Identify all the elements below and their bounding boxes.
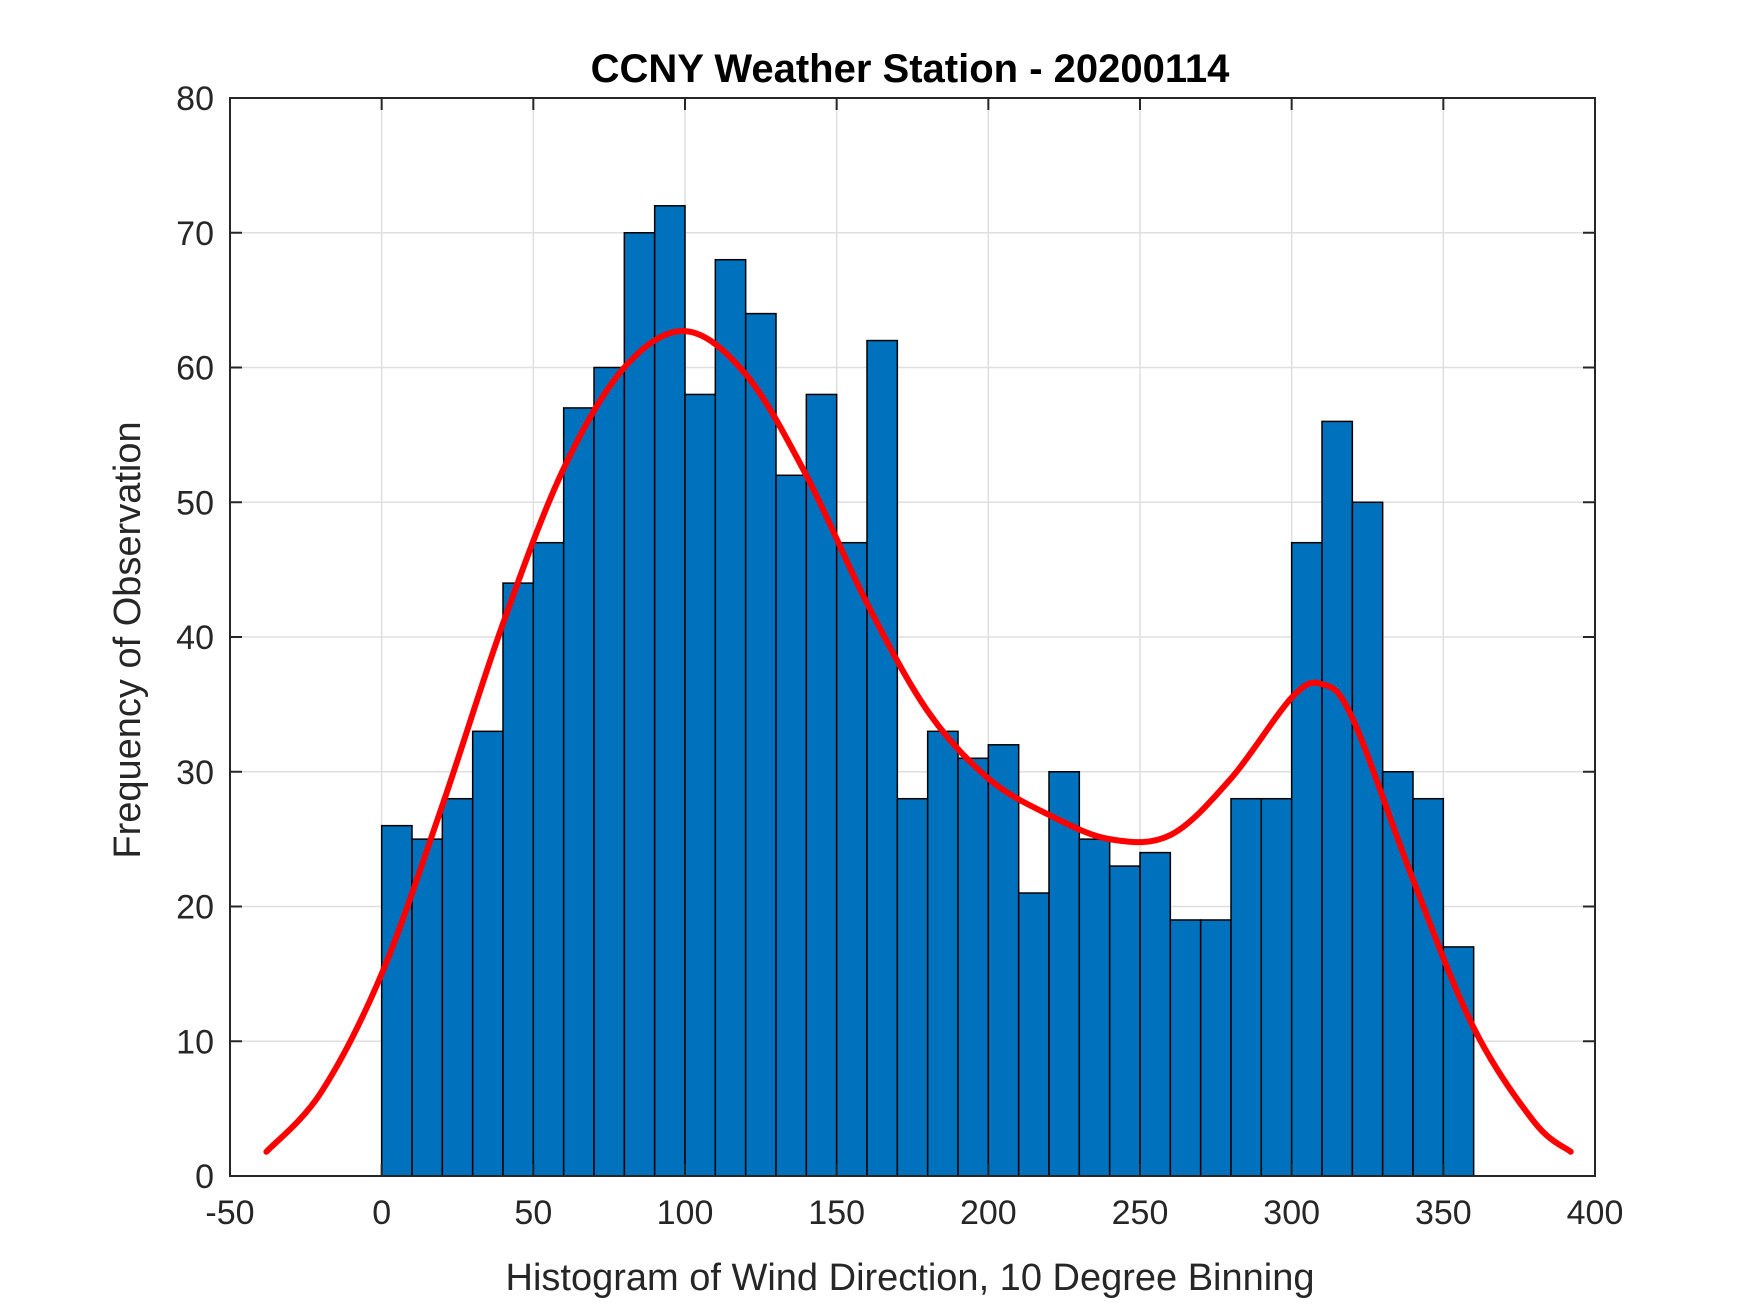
histogram-bar: [441, 797, 474, 1177]
y-tick-label: 60: [176, 350, 214, 388]
histogram-bar: [593, 366, 626, 1177]
x-tick-label: 400: [1567, 1194, 1624, 1232]
histogram-bar: [866, 339, 899, 1177]
x-tick-label: 100: [657, 1194, 714, 1232]
x-tick-label: -50: [205, 1194, 254, 1232]
histogram-bar: [1169, 919, 1202, 1177]
histogram-bar: [380, 824, 413, 1177]
x-tick-label: 300: [1263, 1194, 1320, 1232]
histogram-bar: [1108, 865, 1141, 1177]
x-tick-label: 150: [808, 1194, 865, 1232]
histogram-bar: [775, 474, 808, 1177]
histogram-bar: [1017, 892, 1050, 1177]
y-tick-label: 20: [176, 889, 214, 927]
histogram-bar: [744, 312, 777, 1177]
x-tick-label: 50: [514, 1194, 552, 1232]
histogram-bar: [411, 838, 444, 1177]
x-tick-label: 0: [372, 1194, 391, 1232]
histogram-bar: [987, 744, 1020, 1177]
histogram-bar: [471, 730, 504, 1177]
bars: [380, 205, 1475, 1177]
y-tick-label: 40: [176, 619, 214, 657]
y-tick-label: 80: [176, 80, 214, 118]
histogram-bar: [957, 757, 990, 1177]
histogram-bar: [1321, 420, 1354, 1177]
histogram-bar: [502, 582, 535, 1177]
y-tick-label: 70: [176, 215, 214, 253]
histogram-bar: [1230, 797, 1263, 1177]
tick-labels: -50 0 50 100 150 200 250 300 350 4000102030405060…: [176, 80, 1623, 1232]
fit-curve: [263, 328, 1574, 1155]
histogram-bar: [926, 730, 959, 1177]
y-tick-label: 10: [176, 1023, 214, 1061]
histogram-bar: [1260, 797, 1293, 1177]
histogram-bar: [623, 232, 656, 1177]
x-axis-label: Histogram of Wind Direction, 10 Degree B…: [506, 1257, 1315, 1299]
histogram-bar: [835, 541, 868, 1177]
x-tick-label: 250: [1112, 1194, 1169, 1232]
histogram-bar: [896, 797, 929, 1177]
histogram-bar: [532, 541, 565, 1177]
histogram-bar: [1139, 851, 1172, 1177]
y-tick-label: 30: [176, 754, 214, 792]
y-axis-label: Frequency of Observation: [107, 421, 149, 858]
histogram-bar: [1412, 797, 1445, 1177]
axes: [229, 97, 1596, 1177]
histogram-bar: [714, 258, 747, 1177]
x-tick-label: 200: [960, 1194, 1017, 1232]
y-tick-label: 0: [195, 1158, 214, 1196]
histogram-bar: [805, 393, 838, 1177]
histogram-bar: [1199, 919, 1232, 1177]
histogram-bar: [562, 407, 595, 1177]
histogram-bar: [1078, 838, 1111, 1177]
histogram-bar: [1290, 541, 1323, 1177]
histogram-bar: [1351, 501, 1384, 1177]
x-tick-label: 350: [1415, 1194, 1472, 1232]
histogram-bar: [653, 205, 686, 1177]
histogram-bar: [684, 393, 717, 1177]
histogram-bar: [1442, 946, 1475, 1177]
y-tick-label: 50: [176, 484, 214, 522]
chart-title: CCNY Weather Station - 20200114: [591, 47, 1231, 91]
histogram-bar: [1048, 771, 1081, 1177]
fit-curve-line: [263, 328, 1574, 1155]
